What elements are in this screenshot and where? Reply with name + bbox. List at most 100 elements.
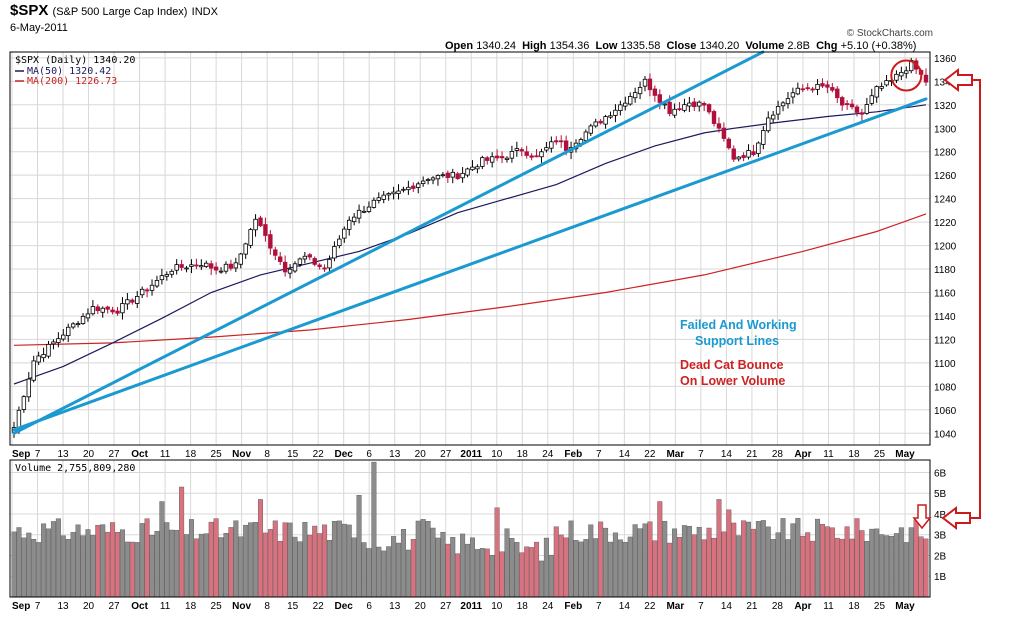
candle-body xyxy=(874,86,879,98)
candle-body xyxy=(480,157,485,167)
volume-bar xyxy=(524,546,530,598)
volume-bar xyxy=(677,537,683,598)
candle-body xyxy=(623,102,628,107)
candle-body xyxy=(248,229,253,246)
candle-body xyxy=(371,199,377,208)
brand-label: © StockCharts.com xyxy=(846,28,933,39)
volume-bar xyxy=(750,528,756,598)
volume-bar xyxy=(721,531,727,598)
volume-bar xyxy=(208,521,214,598)
volume-bar xyxy=(218,537,224,598)
red-circle-marker xyxy=(890,59,923,92)
candle-body xyxy=(411,185,416,189)
volume-bar xyxy=(741,520,747,598)
candle-body xyxy=(218,270,224,273)
x-tick-label: 27 xyxy=(108,449,120,460)
candle-body xyxy=(366,206,372,212)
candle-body xyxy=(598,120,603,124)
volume-bar xyxy=(810,540,816,598)
index-name: (S&P 500 Large Cap Index) xyxy=(52,6,188,18)
candle-body xyxy=(164,274,170,277)
candle-body xyxy=(460,172,465,179)
volume-bar xyxy=(188,519,194,598)
candle-body xyxy=(657,94,662,103)
candle-body xyxy=(864,104,870,114)
volume-bar xyxy=(834,537,840,598)
x-tick-label: 13 xyxy=(57,449,69,460)
candle-body xyxy=(21,396,27,410)
candle-body xyxy=(470,166,475,171)
candle-body xyxy=(815,83,820,90)
candle-body xyxy=(844,103,850,105)
volume-bar xyxy=(716,499,722,598)
volume-bar xyxy=(775,532,781,598)
x-tick-label-volume: 18 xyxy=(517,601,529,612)
candle-body xyxy=(425,179,431,182)
volume-bar xyxy=(371,461,377,598)
candle-body xyxy=(652,88,658,96)
volume-bar xyxy=(70,532,76,598)
candle-body xyxy=(544,147,549,151)
candle-body xyxy=(46,343,51,357)
chg-label: Chg xyxy=(816,40,838,52)
volume-axis: 1B 2B 3B 4B 5B 6B xyxy=(934,468,947,583)
volume-bar xyxy=(681,525,687,598)
volume-bar xyxy=(770,539,776,598)
candle-body xyxy=(583,131,589,141)
chart-title: $SPX (S&P 500 Large Cap Index) INDX xyxy=(10,2,218,19)
x-tick-label-volume: Nov xyxy=(232,601,251,612)
x-tick-label-volume: 25 xyxy=(211,601,223,612)
volume-tick-label: 3B xyxy=(934,531,947,542)
candle-body xyxy=(805,87,810,90)
price-tick-label: 1300 xyxy=(934,124,957,135)
candle-body xyxy=(721,127,727,139)
ma200-series xyxy=(13,213,927,346)
volume-bar xyxy=(307,534,313,598)
candle-body xyxy=(75,323,81,326)
volume-bar xyxy=(193,538,199,598)
candle-body xyxy=(70,323,76,328)
volume-bar xyxy=(75,524,81,598)
volume-bar xyxy=(686,526,692,598)
volume-bar xyxy=(376,546,382,598)
candle-body xyxy=(687,102,692,107)
candle-body xyxy=(677,108,682,111)
volume-bar xyxy=(844,526,850,598)
volume-bar xyxy=(26,532,32,598)
ohlc-summary: Open 1340.24 High 1354.36 Low 1335.58 Cl… xyxy=(445,40,916,52)
x-tick-label: Feb xyxy=(564,449,582,460)
candle-body xyxy=(90,306,96,315)
x-tick-label: Nov xyxy=(232,449,251,460)
candle-body xyxy=(682,104,687,111)
candle-body xyxy=(519,149,524,152)
candle-body xyxy=(780,102,786,107)
candle-body xyxy=(56,338,61,344)
volume-bar xyxy=(504,528,510,598)
volume-bar xyxy=(696,527,702,598)
candle-body xyxy=(302,255,308,260)
volume-bar xyxy=(31,539,37,598)
ma50-series xyxy=(13,104,927,385)
volume-bar xyxy=(65,539,71,598)
low-label: Low xyxy=(595,40,618,52)
x-tick-label-volume: 15 xyxy=(287,601,299,612)
volume-bar xyxy=(267,529,273,598)
candle-body xyxy=(273,249,278,256)
volume-bar xyxy=(627,536,633,598)
volume-bar xyxy=(243,524,249,598)
volume-tick-label: 5B xyxy=(934,489,947,500)
candle-body xyxy=(342,228,347,239)
legend-price: $SPX (Daily) 1340.20 xyxy=(15,55,135,66)
volume-bar xyxy=(213,518,219,598)
x-tick-label: 25 xyxy=(211,449,223,460)
candle-body xyxy=(869,95,874,104)
volume-bar xyxy=(484,548,490,598)
x-tick-label-volume: Mar xyxy=(666,601,684,612)
volume-bar xyxy=(573,540,579,598)
candle-body xyxy=(396,190,401,194)
volume-bar xyxy=(381,550,387,598)
candle-body xyxy=(115,310,120,314)
volume-bar xyxy=(420,519,426,598)
x-tick-label: 20 xyxy=(415,449,427,460)
